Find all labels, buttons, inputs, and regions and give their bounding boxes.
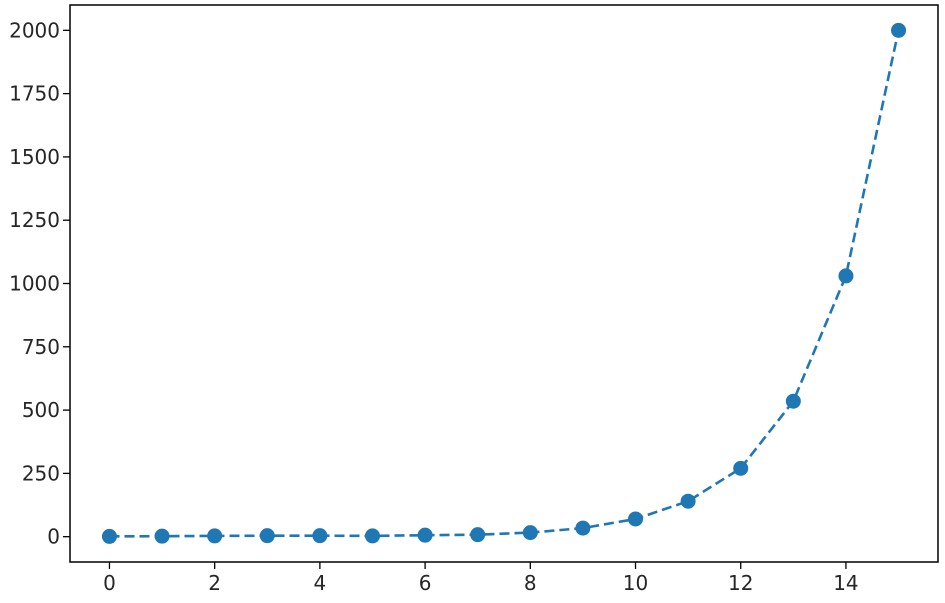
data-point [838,268,854,284]
x-axis-ticks: 0 2 4 6 8 10 12 14 [103,562,859,595]
x-tick-label: 0 [103,571,116,595]
data-point [522,525,538,541]
y-tick-label: 1000 [9,272,60,296]
x-tick-label: 8 [524,571,537,595]
data-point [207,528,223,544]
x-tick-label: 4 [314,571,327,595]
data-point [891,22,907,38]
y-tick-label: 750 [22,335,60,359]
series-layer [101,22,907,544]
data-point [680,493,696,509]
x-tick-label: 10 [623,571,648,595]
x-tick-label: 2 [208,571,221,595]
data-point [575,520,591,536]
y-axis-ticks: 0 250 500 750 1000 1250 1500 1750 2000 [9,18,70,549]
y-tick-label: 250 [22,461,60,485]
data-point [733,460,749,476]
data-point [154,528,170,544]
y-tick-label: 2000 [9,18,60,42]
x-tick-label: 14 [833,571,858,595]
data-point [364,528,380,544]
data-point [312,528,328,544]
data-point [785,393,801,409]
y-tick-label: 1750 [9,82,60,106]
data-point [101,528,117,544]
data-point [470,527,486,543]
data-point [628,511,644,527]
y-tick-label: 500 [22,398,60,422]
data-point [417,527,433,543]
y-tick-label: 0 [47,525,60,549]
x-tick-label: 12 [728,571,753,595]
x-tick-label: 6 [419,571,432,595]
series-line [109,30,900,538]
y-tick-label: 1250 [9,208,60,232]
y-tick-label: 1500 [9,145,60,169]
plot-frame [69,4,939,563]
data-point [259,528,275,544]
